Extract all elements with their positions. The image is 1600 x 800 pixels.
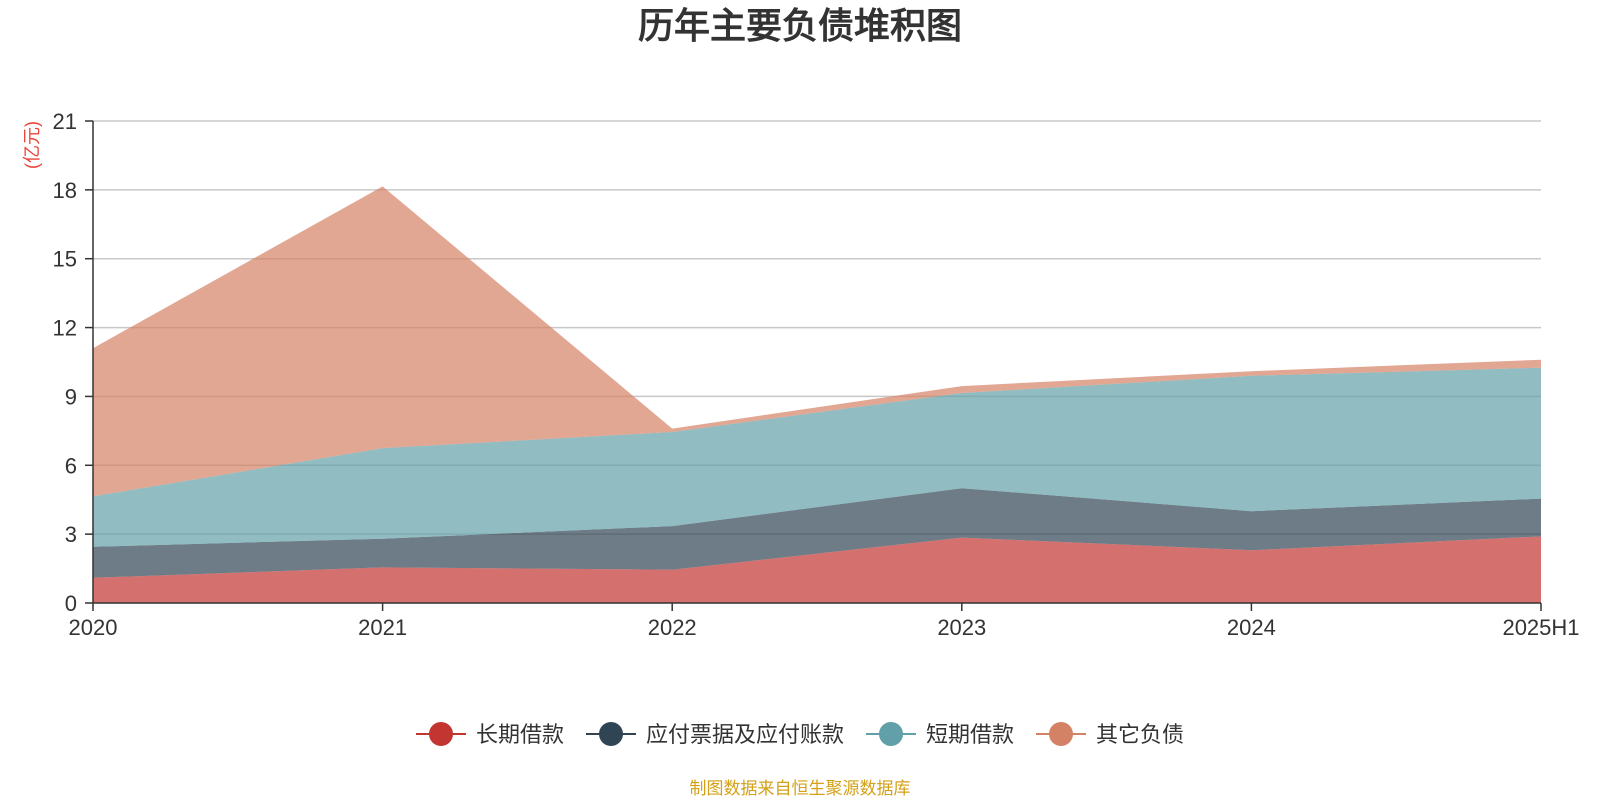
chart-title: 历年主要负债堆积图 <box>638 5 962 46</box>
area-series-group <box>93 186 1541 603</box>
x-tick-label-2024: 2024 <box>1227 615 1276 640</box>
legend-item-1[interactable]: 应付票据及应付账款 <box>586 722 844 747</box>
x-tick-label-2022: 2022 <box>648 615 697 640</box>
legend-item-2[interactable]: 短期借款 <box>866 722 1014 747</box>
axes: 0 3 6 9 12 15 18 21 2020 2021 2022 2023 2024 2025H1 <box>53 109 1580 640</box>
y-tick-label-0: 0 <box>65 591 77 616</box>
y-axis-unit-label: (亿元) <box>22 121 42 169</box>
legend[interactable]: 长期借款 应付票据及应付账款 短期借款 其它负债 <box>416 722 1184 747</box>
data-source-note: 制图数据来自恒生聚源数据库 <box>690 779 911 798</box>
legend-swatch-dot <box>429 722 453 746</box>
area-series-3[interactable] <box>93 186 1541 497</box>
legend-swatch-dot <box>879 722 903 746</box>
y-tick-label-6: 6 <box>65 453 77 478</box>
legend-swatch-dot <box>599 722 623 746</box>
y-tick-label-9: 9 <box>65 384 77 409</box>
area-series-0[interactable] <box>93 536 1541 603</box>
area-series-2[interactable] <box>93 367 1541 547</box>
y-tick-label-12: 12 <box>53 316 77 341</box>
x-tick-label-2023: 2023 <box>937 615 986 640</box>
legend-label: 长期借款 <box>476 722 564 747</box>
y-tick-label-15: 15 <box>53 247 77 272</box>
x-tick-label-2025H1: 2025H1 <box>1502 615 1579 640</box>
x-tick-label-2021: 2021 <box>358 615 407 640</box>
legend-label: 短期借款 <box>926 722 1014 747</box>
x-tick-label-2020: 2020 <box>69 615 118 640</box>
legend-swatch-dot <box>1049 722 1073 746</box>
legend-label: 其它负债 <box>1096 722 1184 747</box>
legend-item-0[interactable]: 长期借款 <box>416 722 564 747</box>
legend-item-3[interactable]: 其它负债 <box>1036 722 1184 747</box>
y-tick-label-18: 18 <box>53 178 77 203</box>
area-series-1[interactable] <box>93 488 1541 578</box>
y-tick-label-21: 21 <box>53 109 77 134</box>
y-tick-label-3: 3 <box>65 522 77 547</box>
legend-label: 应付票据及应付账款 <box>646 722 844 747</box>
